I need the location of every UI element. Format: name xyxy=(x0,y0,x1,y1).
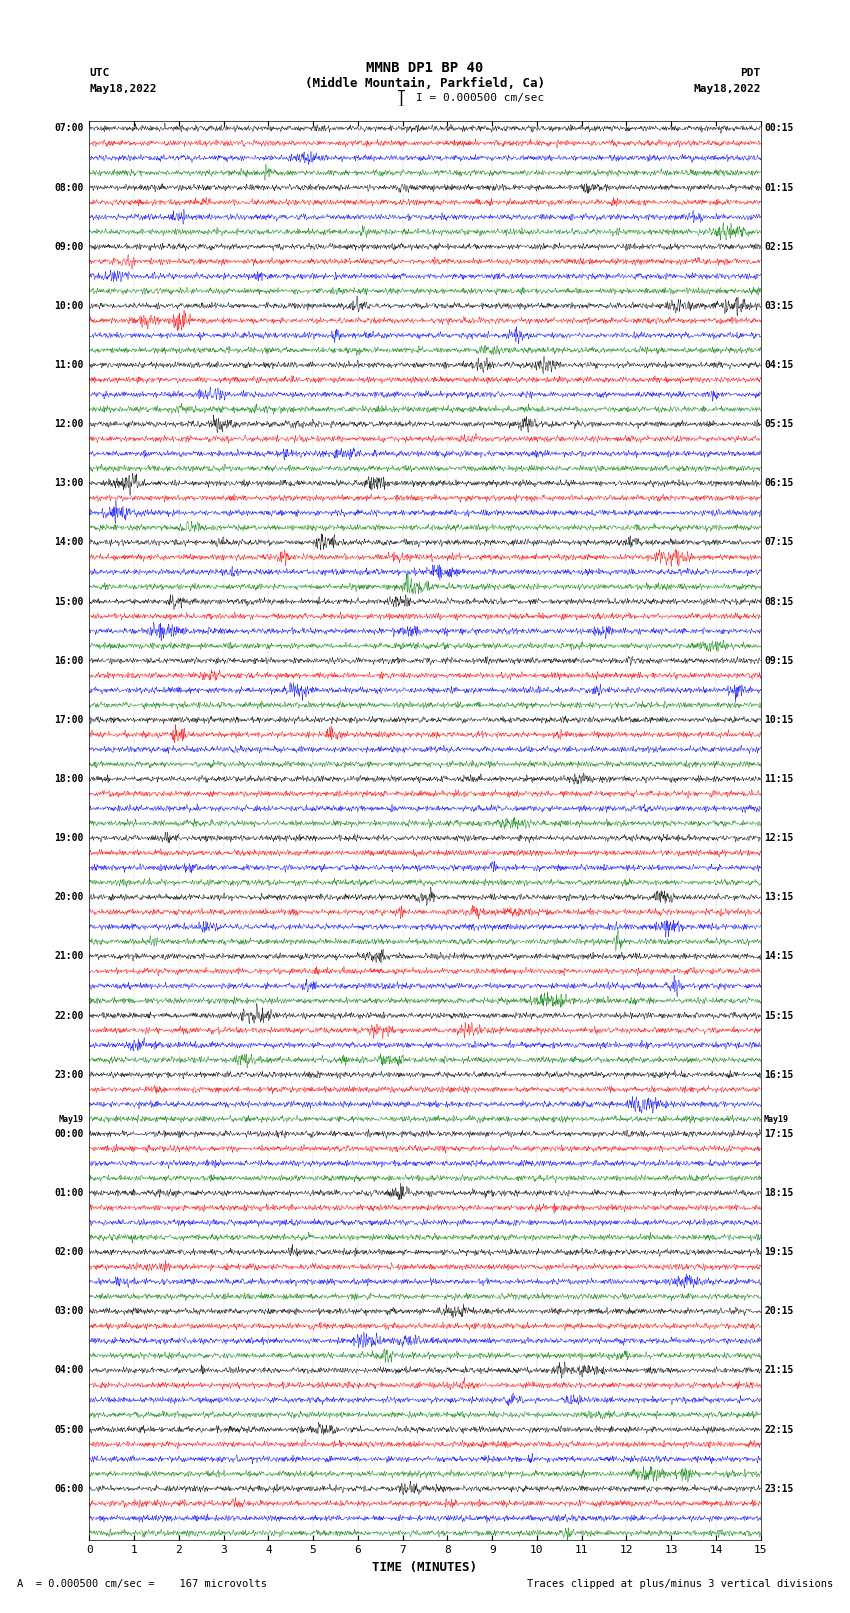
Text: 07:00: 07:00 xyxy=(54,123,84,134)
Text: 16:00: 16:00 xyxy=(54,655,84,666)
Text: 07:15: 07:15 xyxy=(764,537,794,547)
Text: 03:15: 03:15 xyxy=(764,300,794,311)
Text: 01:00: 01:00 xyxy=(54,1187,84,1198)
Text: Traces clipped at plus/minus 3 vertical divisions: Traces clipped at plus/minus 3 vertical … xyxy=(527,1579,833,1589)
Text: 21:00: 21:00 xyxy=(54,952,84,961)
Text: 23:15: 23:15 xyxy=(764,1484,794,1494)
Text: May19: May19 xyxy=(764,1115,789,1124)
Text: UTC: UTC xyxy=(89,68,110,77)
Text: 00:15: 00:15 xyxy=(764,123,794,134)
Text: 05:15: 05:15 xyxy=(764,419,794,429)
Text: 17:15: 17:15 xyxy=(764,1129,794,1139)
Text: 03:00: 03:00 xyxy=(54,1307,84,1316)
Text: May19: May19 xyxy=(59,1115,84,1124)
Text: May18,2022: May18,2022 xyxy=(89,84,156,94)
Text: 10:00: 10:00 xyxy=(54,300,84,311)
Text: 10:15: 10:15 xyxy=(764,715,794,724)
Text: 06:15: 06:15 xyxy=(764,477,794,489)
Text: 11:15: 11:15 xyxy=(764,774,794,784)
Text: 12:00: 12:00 xyxy=(54,419,84,429)
Text: 01:15: 01:15 xyxy=(764,182,794,192)
Text: PDT: PDT xyxy=(740,68,761,77)
Text: 13:15: 13:15 xyxy=(764,892,794,902)
Text: 13:00: 13:00 xyxy=(54,477,84,489)
Text: 20:00: 20:00 xyxy=(54,892,84,902)
Text: I = 0.000500 cm/sec: I = 0.000500 cm/sec xyxy=(416,94,545,103)
Text: 14:00: 14:00 xyxy=(54,537,84,547)
Text: 14:15: 14:15 xyxy=(764,952,794,961)
Text: 17:00: 17:00 xyxy=(54,715,84,724)
Text: (Middle Mountain, Parkfield, Ca): (Middle Mountain, Parkfield, Ca) xyxy=(305,77,545,90)
Text: 00:00: 00:00 xyxy=(54,1129,84,1139)
Text: 20:15: 20:15 xyxy=(764,1307,794,1316)
Text: A  = 0.000500 cm/sec =    167 microvolts: A = 0.000500 cm/sec = 167 microvolts xyxy=(17,1579,267,1589)
Text: 18:15: 18:15 xyxy=(764,1187,794,1198)
Text: 15:15: 15:15 xyxy=(764,1010,794,1021)
Text: 16:15: 16:15 xyxy=(764,1069,794,1079)
Text: MMNB DP1 BP 40: MMNB DP1 BP 40 xyxy=(366,61,484,74)
Text: 08:00: 08:00 xyxy=(54,182,84,192)
Text: 09:00: 09:00 xyxy=(54,242,84,252)
Text: 04:15: 04:15 xyxy=(764,360,794,369)
Text: 02:00: 02:00 xyxy=(54,1247,84,1257)
Text: 08:15: 08:15 xyxy=(764,597,794,606)
Text: 05:00: 05:00 xyxy=(54,1424,84,1434)
Text: 22:15: 22:15 xyxy=(764,1424,794,1434)
Text: 18:00: 18:00 xyxy=(54,774,84,784)
Text: 15:00: 15:00 xyxy=(54,597,84,606)
Text: 09:15: 09:15 xyxy=(764,655,794,666)
Text: 02:15: 02:15 xyxy=(764,242,794,252)
X-axis label: TIME (MINUTES): TIME (MINUTES) xyxy=(372,1561,478,1574)
Text: 04:00: 04:00 xyxy=(54,1365,84,1376)
Text: 19:15: 19:15 xyxy=(764,1247,794,1257)
Text: 21:15: 21:15 xyxy=(764,1365,794,1376)
Text: 23:00: 23:00 xyxy=(54,1069,84,1079)
Text: May18,2022: May18,2022 xyxy=(694,84,761,94)
Text: 19:00: 19:00 xyxy=(54,832,84,844)
Text: 06:00: 06:00 xyxy=(54,1484,84,1494)
Text: 22:00: 22:00 xyxy=(54,1010,84,1021)
Text: 12:15: 12:15 xyxy=(764,832,794,844)
Text: 11:00: 11:00 xyxy=(54,360,84,369)
